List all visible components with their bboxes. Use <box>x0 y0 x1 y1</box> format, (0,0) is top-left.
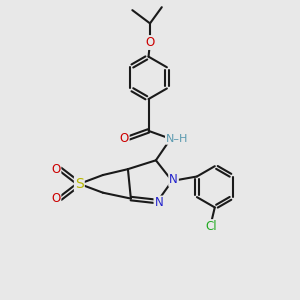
Text: O: O <box>146 36 154 49</box>
Text: O: O <box>51 163 60 176</box>
Text: N: N <box>169 173 178 186</box>
Text: O: O <box>119 132 129 145</box>
Text: S: S <box>75 177 84 191</box>
Text: O: O <box>51 192 60 205</box>
Text: N–H: N–H <box>166 134 188 144</box>
Text: Cl: Cl <box>206 220 217 233</box>
Text: N: N <box>154 196 163 209</box>
